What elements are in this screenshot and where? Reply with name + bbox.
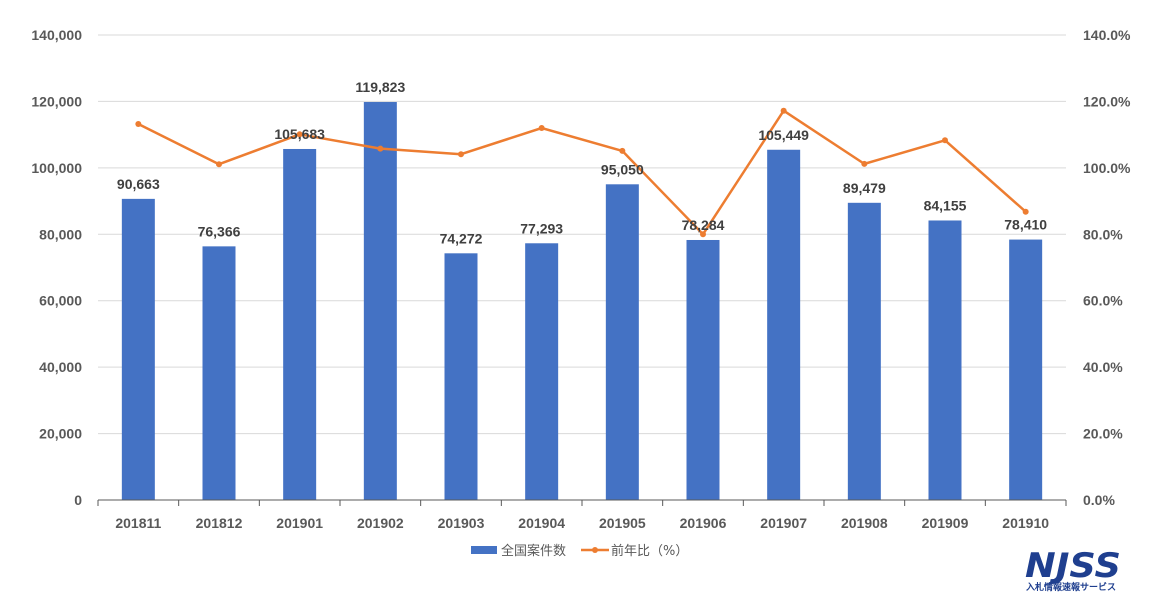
y-right-tick-label: 120.0% — [1083, 93, 1131, 109]
x-tick-label: 201904 — [518, 515, 565, 531]
line-point — [458, 151, 464, 158]
logo-mark: NJSS — [1025, 546, 1121, 586]
line-path — [137, 109, 1027, 236]
line-point — [700, 231, 706, 238]
line-point — [135, 121, 142, 128]
y-left-tick-label: 140,000 — [31, 27, 82, 43]
x-tick-label: 201905 — [599, 515, 646, 531]
bar — [525, 243, 559, 500]
line-point — [942, 137, 948, 144]
y-left-tick-label: 80,000 — [39, 226, 82, 242]
x-tick-label: 201903 — [438, 515, 485, 531]
bar-series — [121, 102, 1043, 501]
y-right-tick-label: 60.0% — [1083, 293, 1123, 309]
bar-data-label: 78,410 — [1004, 217, 1047, 233]
y-right-tick-label: 40.0% — [1083, 359, 1123, 375]
line-point — [861, 160, 868, 167]
y-left-tick-label: 100,000 — [31, 160, 82, 176]
data-labels: 90,663 76,366 105,683 119,823 74,272 77,293 95… — [117, 79, 1047, 246]
line-point — [780, 107, 787, 114]
bar — [1009, 239, 1043, 501]
bar-data-label: 76,366 — [198, 223, 241, 239]
x-tick-label: 201811 — [115, 515, 161, 531]
legend-swatch-bar — [471, 546, 497, 554]
x-tick-label: 201812 — [196, 515, 243, 531]
bar-data-label: 95,050 — [601, 161, 644, 177]
x-tick-label: 201907 — [760, 515, 807, 531]
bar-data-label: 90,663 — [117, 176, 160, 192]
y-left-tick-label: 0 — [74, 492, 82, 508]
legend: 全国案件数 前年比（%） — [471, 543, 688, 559]
y-right-tick-label: 20.0% — [1083, 426, 1123, 442]
bar-data-label: 84,155 — [924, 197, 967, 213]
bar — [202, 246, 236, 500]
gridlines — [98, 34, 1066, 435]
x-tick-label: 201909 — [922, 515, 969, 531]
x-tick-label: 201910 — [1002, 515, 1049, 531]
axes: 0 0.0% 20,000 20.0% 40,000 40.0% 60,000 60.0% 80… — [31, 27, 1131, 531]
y-right-tick-label: 140.0% — [1083, 27, 1131, 43]
x-tick-label: 201908 — [841, 515, 888, 531]
bar-data-label: 89,479 — [843, 180, 886, 196]
line-point — [1022, 208, 1029, 215]
bar — [767, 149, 801, 501]
y-right-tick-label: 0.0% — [1083, 492, 1115, 508]
y-right-tick-label: 100.0% — [1083, 160, 1131, 176]
bar-data-label: 78,284 — [682, 217, 725, 233]
x-tick-label: 201901 — [276, 515, 323, 531]
y-right-tick-label: 80.0% — [1083, 226, 1123, 242]
line-point — [216, 161, 222, 168]
line-point — [377, 145, 384, 152]
bar — [283, 148, 317, 501]
line-point — [296, 131, 303, 138]
legend-swatch-marker — [592, 547, 598, 553]
legend-label-bar: 全国案件数 — [501, 543, 566, 559]
logo-subtitle: 入札情報速報サービス — [1025, 581, 1116, 593]
legend-label-line: 前年比（%） — [611, 543, 688, 559]
bar-data-label: 105,449 — [758, 127, 809, 143]
y-left-tick-label: 20,000 — [39, 426, 82, 442]
y-left-tick-label: 40,000 — [39, 359, 82, 375]
bar-data-label: 119,823 — [355, 79, 405, 95]
line-series — [135, 107, 1029, 238]
y-left-tick-label: 120,000 — [31, 93, 82, 109]
line-point — [619, 147, 626, 154]
line-point — [538, 125, 545, 131]
bar — [928, 220, 962, 501]
x-tick-label: 201902 — [357, 515, 404, 531]
x-tick-label: 201906 — [680, 515, 727, 531]
bar — [444, 253, 478, 500]
bar — [121, 198, 155, 500]
y-left-tick-label: 60,000 — [39, 293, 82, 309]
njss-logo: NJSS 入札情報速報サービス — [1025, 546, 1121, 593]
bar — [363, 102, 397, 500]
bar — [605, 184, 639, 500]
bar — [686, 239, 720, 500]
bar-data-label: 77,293 — [520, 220, 563, 236]
bar-data-label: 74,272 — [440, 230, 483, 246]
bar-data-label: 105,683 — [274, 126, 325, 142]
bar — [847, 202, 881, 501]
